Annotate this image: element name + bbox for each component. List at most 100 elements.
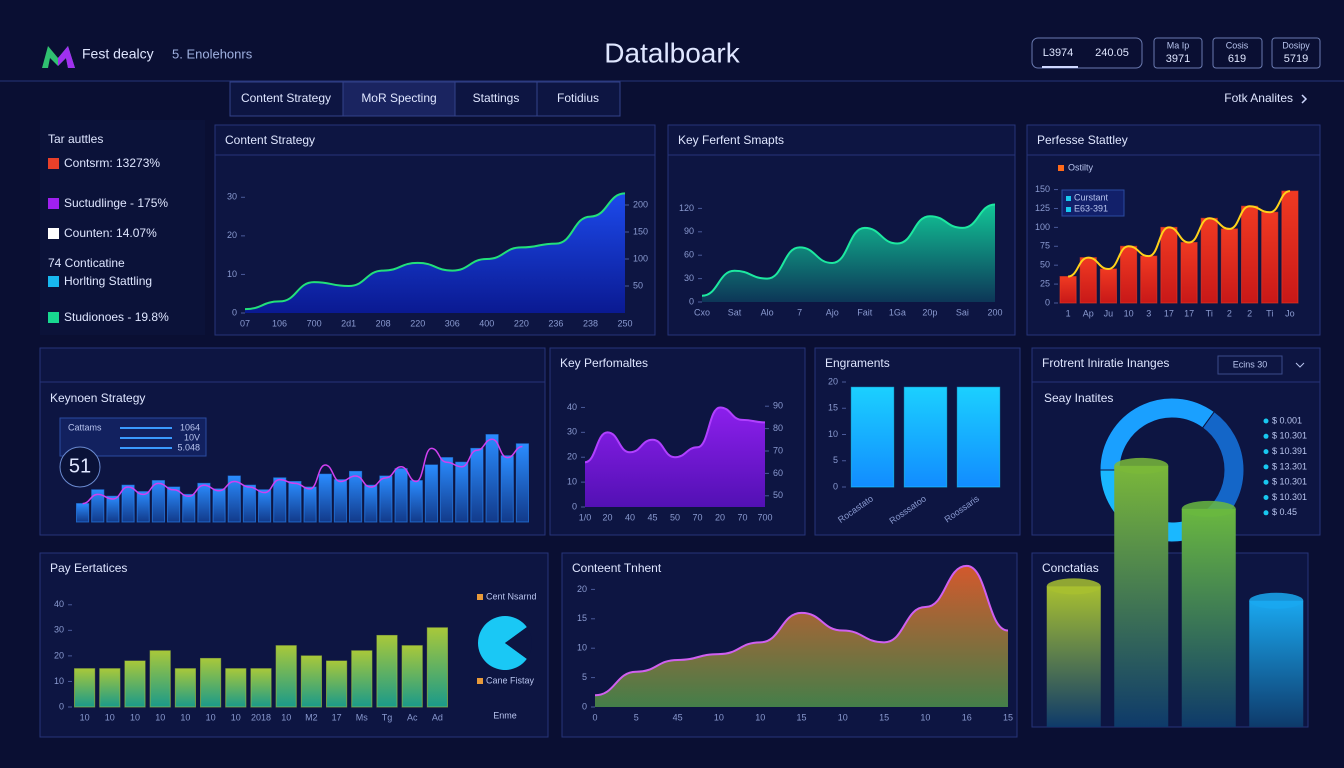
x-tick-label: Ajo [826, 307, 839, 317]
panel-title: Conteent Tnhent [572, 561, 662, 575]
y-tick-label: 125 [1035, 203, 1050, 213]
overlay-line [82, 438, 523, 505]
y-tick-label: 20 [54, 650, 64, 660]
y-tick-label: 10 [567, 476, 577, 486]
x-tick-label: Ti [1266, 308, 1273, 318]
x-tick-label: 220 [410, 318, 425, 328]
x-tick-label: 10 [130, 712, 140, 722]
y-tick-label: 150 [1035, 184, 1050, 194]
x-tick-label: 17 [1184, 308, 1194, 318]
x-tick-label: Tg [382, 712, 393, 722]
side-item: Studionoes - 19.8% [64, 310, 169, 324]
stat-box [1031, 37, 1143, 69]
y2-tick-label: 200 [633, 199, 648, 209]
area-fill [702, 204, 995, 302]
bar [273, 477, 287, 523]
y-tick-label: 30 [54, 625, 64, 635]
tab-label: Fotidius [557, 91, 599, 105]
card-label: Cosis [1226, 40, 1249, 50]
x-tick-label: 15 [796, 712, 806, 722]
card[interactable] [1212, 37, 1263, 69]
list-dot [1263, 433, 1269, 439]
card-value: 619 [1228, 53, 1246, 65]
x-tick-label: 2 [1247, 308, 1252, 318]
bar [424, 464, 438, 523]
bar [333, 479, 347, 523]
stat: 240.05 [1095, 47, 1129, 59]
y-tick-label: 25 [1040, 278, 1050, 288]
list-item: $ 0.001 [1272, 415, 1302, 425]
x-tick-label: 50 [670, 512, 680, 522]
card[interactable] [1271, 37, 1321, 69]
tab[interactable] [454, 81, 538, 117]
tab-label: Content Strategy [241, 91, 331, 105]
y-tick-label: 120 [679, 203, 694, 213]
panel-title: Pay Eertatices [50, 561, 127, 575]
x-tick-label: Alo [761, 307, 774, 317]
legend-value: 5.048 [177, 442, 200, 452]
dropdown-label: Ecins 30 [1233, 359, 1268, 369]
card[interactable] [1153, 37, 1203, 69]
card-value: 3971 [1166, 53, 1190, 65]
y-tick-label: 5 [833, 455, 838, 465]
bar-3d-top [1249, 592, 1304, 609]
x-tick-label: 5 [634, 712, 639, 722]
legend-label: Ostilty [1068, 162, 1094, 172]
bar [167, 486, 181, 523]
panel-title: Engraments [825, 356, 890, 370]
list-dot [1263, 464, 1269, 470]
bar [318, 473, 332, 523]
bar-3d [1249, 600, 1304, 727]
bar [455, 461, 469, 523]
side-item: 74 Conticatine [48, 256, 125, 270]
x-tick-label: 306 [445, 318, 460, 328]
list-item: $ 10.391 [1272, 446, 1307, 456]
x-tick-label: Ap [1083, 308, 1094, 318]
bar [349, 470, 363, 523]
bar [1180, 242, 1198, 304]
bar [401, 645, 423, 708]
x-tick-label: 0 [592, 712, 597, 722]
bar [426, 627, 448, 708]
subtitle: Seay Inatites [1044, 391, 1113, 405]
x-tick-label: 10 [920, 712, 930, 722]
x-tick-label: Ti [1206, 308, 1213, 318]
bar [174, 668, 196, 708]
x-tick-label: 7 [797, 307, 802, 317]
bar [258, 489, 272, 523]
x-tick-label: M2 [305, 712, 318, 722]
y2-tick-label: 80 [773, 423, 783, 433]
side-item: Counten: 14.07% [64, 226, 157, 240]
x-tick-label: 70 [737, 512, 747, 522]
list-item: $ 13.301 [1272, 461, 1307, 471]
tab-link[interactable]: Fotk Analites [1224, 91, 1293, 105]
card-label: Ma Ip [1167, 40, 1190, 50]
bar [225, 668, 247, 708]
x-tick-label: 106 [272, 318, 287, 328]
y-tick-label: 10 [828, 429, 838, 439]
bar [1059, 276, 1077, 304]
bar [99, 668, 121, 708]
list-item: $ 0.45 [1272, 507, 1297, 517]
list-item: $ 10.301 [1272, 477, 1307, 487]
tab[interactable] [536, 81, 621, 117]
legend-value: 10V [184, 432, 200, 442]
bar [121, 484, 135, 523]
tab[interactable] [229, 81, 344, 117]
y-tick-label: 100 [1035, 222, 1050, 232]
y-tick-label: 5 [582, 672, 587, 682]
list-dot [1263, 510, 1269, 516]
x-tick-label: 10 [80, 712, 90, 722]
x-tick-label: 2018 [251, 712, 271, 722]
dropdown-chevron [1295, 362, 1305, 368]
area-line [584, 406, 766, 464]
x-tick-label: 10 [281, 712, 291, 722]
bar-3d-top [1114, 457, 1169, 474]
dropdown[interactable] [1217, 355, 1283, 375]
list-dot [1263, 449, 1269, 455]
tab-active[interactable] [342, 81, 456, 117]
bar [364, 484, 378, 523]
bar [200, 657, 222, 708]
x-tick-label: 10 [180, 712, 190, 722]
x-tick-label: Fait [857, 307, 873, 317]
